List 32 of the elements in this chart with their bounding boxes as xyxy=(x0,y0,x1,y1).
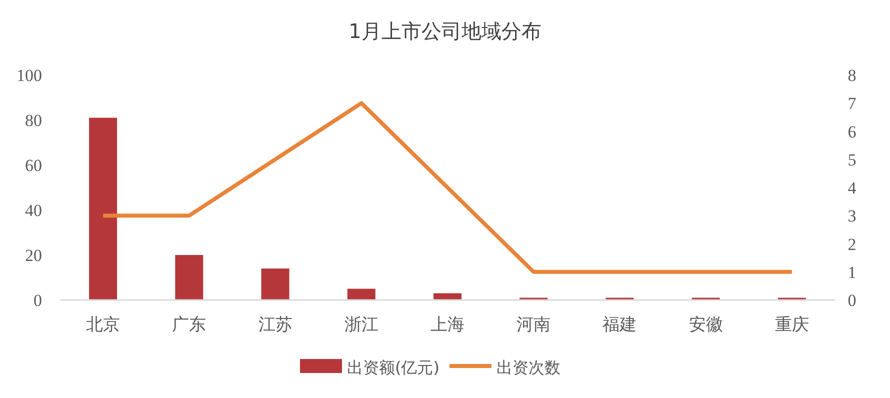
y-tick-label: 60 xyxy=(25,156,42,175)
bar xyxy=(89,118,118,300)
x-tick-label: 江苏 xyxy=(258,315,292,335)
legend-label: 出资次数 xyxy=(496,358,560,377)
x-tick-label: 重庆 xyxy=(774,315,809,335)
x-tick-label: 上海 xyxy=(430,315,464,335)
y2-tick-label: 7 xyxy=(848,94,857,114)
y-tick-label: 0 xyxy=(34,291,42,310)
y2-tick-label: 4 xyxy=(848,178,857,198)
legend-label: 出资额(亿元) xyxy=(347,358,440,377)
x-tick-label: 河南 xyxy=(516,315,551,335)
y-tick-label: 100 xyxy=(16,66,42,85)
y-tick-label: 20 xyxy=(25,246,42,265)
y-tick-label: 80 xyxy=(25,111,42,130)
x-tick-label: 广东 xyxy=(172,315,206,335)
y2-tick-label: 1 xyxy=(848,262,856,282)
x-tick-label: 浙江 xyxy=(344,315,378,335)
y2-tick-label: 3 xyxy=(848,206,856,226)
chart-title: 1月上市公司地域分布 xyxy=(348,19,542,43)
y2-tick-label: 8 xyxy=(848,66,856,85)
line-series xyxy=(101,101,794,274)
bar xyxy=(261,268,290,300)
bar xyxy=(347,288,376,300)
bar xyxy=(175,255,204,300)
x-tick-label: 福建 xyxy=(602,315,637,335)
x-tick-label: 安徽 xyxy=(688,315,723,335)
x-tick-label: 北京 xyxy=(86,315,120,335)
y2-tick-label: 5 xyxy=(848,150,856,170)
y2-tick-label: 0 xyxy=(848,291,856,310)
y2-tick-label: 2 xyxy=(848,234,856,254)
y-tick-label: 40 xyxy=(25,201,42,220)
y2-tick-label: 6 xyxy=(848,122,856,142)
